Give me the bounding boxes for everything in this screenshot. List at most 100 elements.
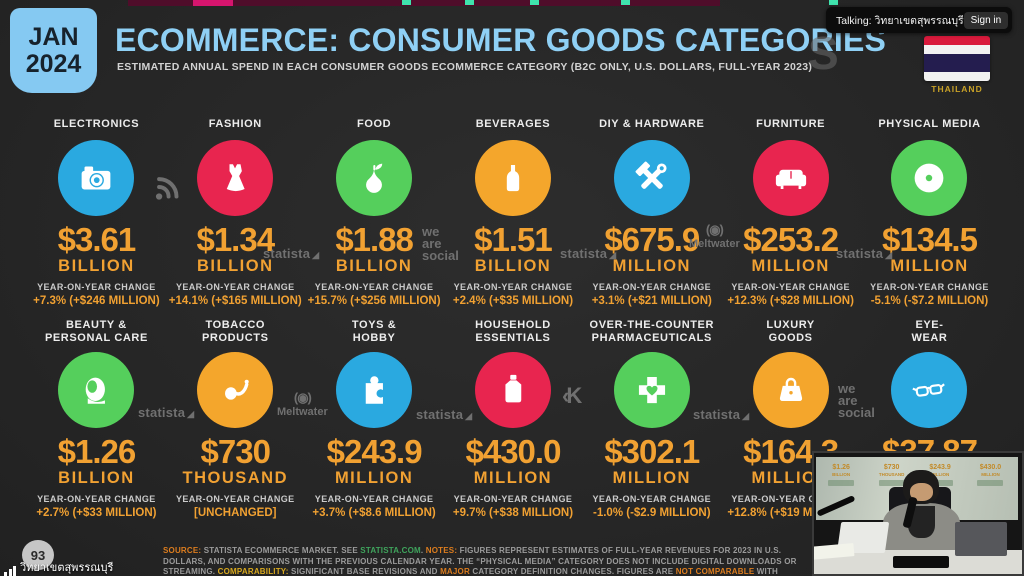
category-circle <box>891 352 968 428</box>
category-value: $1.88 <box>335 221 414 258</box>
tools-icon <box>635 161 667 189</box>
category-label: FASHION <box>208 118 262 130</box>
yoy-label: YEAR-ON-YEAR CHANGE <box>453 282 573 292</box>
yoy-label: YEAR-ON-YEAR CHANGE <box>731 282 850 292</box>
yoy-value: +12.3% (+$28 MILLION) <box>727 295 854 307</box>
yoy-value: -5.1% (-$7.2 MILLION) <box>870 295 989 307</box>
selection-handle <box>621 0 630 5</box>
screen-value: $243.9 MILLION <box>927 464 954 487</box>
category-row-1: ELECTRONICS $3.61 BILLION YEAR-ON-YEAR C… <box>27 118 999 308</box>
webcam-feed: $1.26 BILLION $730 THOUSAND $243.9 MILLI… <box>812 451 1024 576</box>
detergent-icon <box>505 374 522 403</box>
stream-name-overlay: วิทยาเขตสุพรรณบุรี <box>4 558 113 576</box>
statista-logo: statista ◢ <box>836 246 893 261</box>
category-label: EYE- WEAR <box>911 319 948 344</box>
category-unit: BILLION <box>474 257 552 275</box>
category-card-household: HOUSEHOLD ESSENTIALS $430.0 MILLION YEAR… <box>444 316 583 520</box>
date-year: 2024 <box>25 49 82 78</box>
meltwater-logo: (◉) Meltwater <box>689 222 740 250</box>
yoy-label: YEAR-ON-YEAR CHANGE <box>175 282 295 292</box>
category-value: $243.9 <box>326 433 423 470</box>
yoy-value: [UNCHANGED] <box>194 507 277 519</box>
category-label: BEVERAGES <box>475 118 551 130</box>
selection-handle <box>465 0 474 5</box>
date-badge: JAN 2024 <box>10 8 97 93</box>
category-value: $730 <box>200 433 271 470</box>
source-notes: SOURCE: STATISTA ECOMMERCE MARKET. SEE S… <box>163 546 797 576</box>
category-circle <box>474 352 551 428</box>
screen-value: $1.26 BILLION <box>828 464 855 487</box>
pipe-icon <box>225 379 250 400</box>
category-card-furniture: FURNITURE $253.2 MILLION YEAR-ON-YEAR CH… <box>721 118 860 308</box>
statista-com-link: STATISTA.COM <box>360 546 421 555</box>
meltwater-wave-icon <box>148 168 186 211</box>
camera-icon <box>82 166 111 190</box>
category-card-physical-media: PHYSICAL MEDIA $134.5 MILLION YEAR-ON-YE… <box>860 118 999 308</box>
statista-logo: statista ◢ <box>416 407 473 422</box>
puzzle-icon <box>365 376 384 404</box>
kepios-logo: ‹K <box>562 383 582 408</box>
category-value: $302.1 <box>604 433 700 470</box>
woman-icon <box>86 377 106 404</box>
category-card-electronics: ELECTRONICS $3.61 BILLION YEAR-ON-YEAR C… <box>27 118 166 308</box>
category-label: BEAUTY & PERSONAL CARE <box>44 319 148 344</box>
handbag-icon <box>779 377 802 401</box>
category-value: $253.2 <box>743 221 839 258</box>
category-label: DIY & HARDWARE <box>599 118 705 130</box>
yoy-value: +15.7% (+$256 MILLION) <box>307 295 441 307</box>
statista-logo: statista ◢ <box>138 405 195 420</box>
category-label: TOBACCO PRODUCTS <box>202 319 269 344</box>
stream-name-text: วิทยาเขตสุพรรณบุรี <box>20 562 114 574</box>
category-card-beauty: BEAUTY & PERSONAL CARE $1.26 BILLION YEA… <box>27 316 166 520</box>
category-value: $430.0 <box>465 433 561 470</box>
category-unit: MILLION <box>612 469 691 487</box>
selection-handle <box>829 0 838 5</box>
category-circle <box>752 352 829 428</box>
meltwater-logo: (◉) Meltwater <box>277 390 328 418</box>
yoy-value: +2.7% (+$33 MILLION) <box>36 507 157 519</box>
background-letter: S <box>808 27 839 79</box>
dress-icon <box>227 164 245 192</box>
yoy-value: +7.3% (+$246 MILLION) <box>33 295 160 307</box>
yoy-label: YEAR-ON-YEAR CHANGE <box>175 494 295 504</box>
comparability-label: COMPARABILITY: <box>217 567 292 576</box>
selection-handle <box>530 0 539 5</box>
flag-country-label: THAILAND <box>931 84 983 94</box>
category-circle <box>613 352 690 428</box>
we-are-social-logo: we are social <box>838 381 875 420</box>
pear-icon <box>366 163 383 193</box>
category-circle <box>474 140 551 216</box>
desk-device <box>893 555 950 568</box>
category-value: $1.51 <box>474 221 553 258</box>
statista-logo: statista ◢ <box>693 407 750 422</box>
talking-indicator: Talking: วิทยาเขตสุพรรณบุรี Sign in <box>826 7 1012 33</box>
sign-in-button[interactable]: Sign in <box>963 11 1009 29</box>
glasses-icon <box>912 383 946 397</box>
category-unit: MILLION <box>612 257 691 275</box>
category-unit: MILLION <box>473 469 553 487</box>
category-value: $1.34 <box>196 221 275 258</box>
category-circle <box>58 352 135 428</box>
yoy-label: YEAR-ON-YEAR CHANGE <box>870 282 989 292</box>
category-label: FOOD <box>357 118 392 130</box>
slide-top-strip <box>128 0 720 6</box>
category-card-otc-pharma: OVER-THE-COUNTER PHARMACEUTICALS $302.1 … <box>582 316 721 520</box>
yoy-label: YEAR-ON-YEAR CHANGE <box>314 494 434 504</box>
yoy-value: -1.0% (-$2.9 MILLION) <box>593 507 711 519</box>
yoy-value: +3.7% (+$8.6 MILLION) <box>312 507 436 519</box>
signal-bars-icon <box>4 566 16 576</box>
category-card-beverages: BEVERAGES $1.51 BILLION YEAR-ON-YEAR CHA… <box>444 118 583 308</box>
category-circle <box>336 140 413 216</box>
yoy-value: +14.1% (+$165 MILLION) <box>168 295 302 307</box>
yoy-label: YEAR-ON-YEAR CHANGE <box>37 282 156 292</box>
category-circle <box>613 140 690 216</box>
screen-value: $730 THOUSAND <box>878 464 905 487</box>
category-value: $675.9 <box>604 221 700 258</box>
category-unit: BILLION <box>197 257 274 275</box>
category-circle <box>891 140 968 216</box>
date-month: JAN <box>28 22 79 51</box>
couch-icon <box>775 169 806 189</box>
category-unit: MILLION <box>751 257 830 275</box>
yoy-label: YEAR-ON-YEAR CHANGE <box>453 494 573 504</box>
